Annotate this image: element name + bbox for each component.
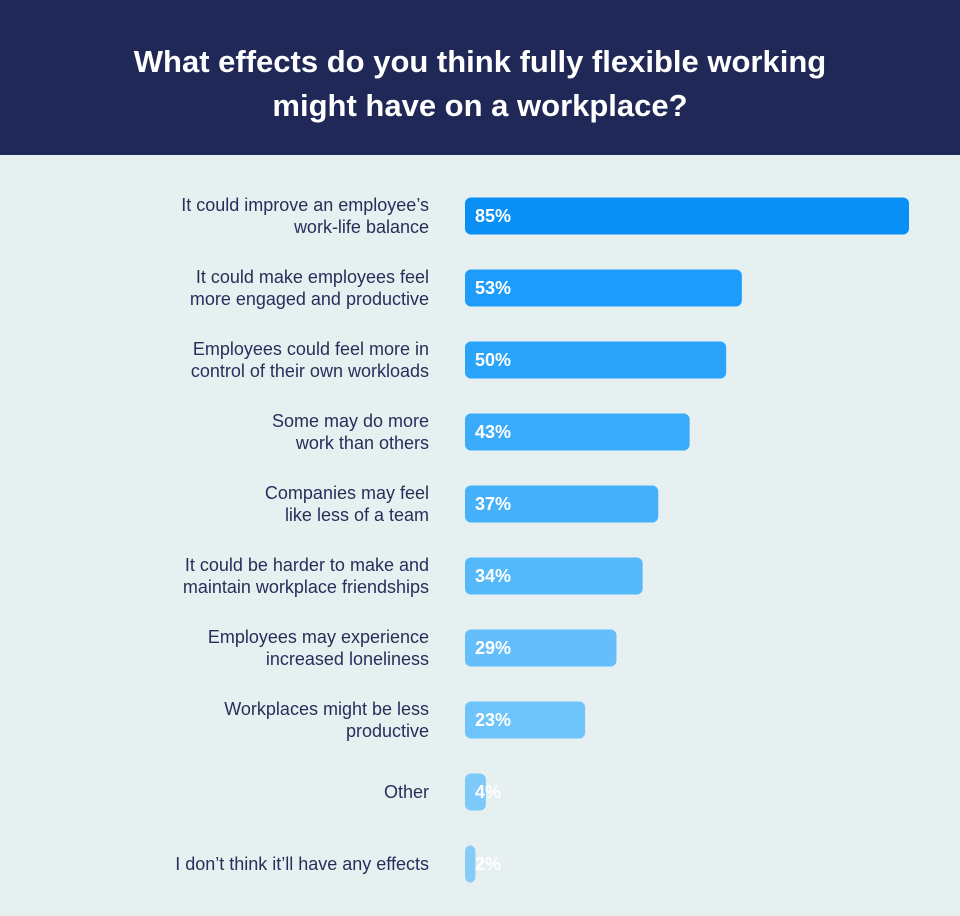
bar-value-label: 29% <box>475 638 511 658</box>
bar-value-label: 23% <box>475 710 511 730</box>
bar-value-label: 2% <box>475 854 501 874</box>
category-label: Workplaces might be less productive <box>224 699 429 741</box>
category-label-line: Some may do more <box>272 411 429 431</box>
bar <box>465 341 727 379</box>
category-label-line: Employees could feel more in <box>193 339 429 359</box>
category-label-line: Companies may feel <box>265 483 429 503</box>
category-label: It could make employees feel more engaged… <box>190 267 429 309</box>
category-label-line: increased loneliness <box>266 649 429 669</box>
category-label: Some may do more work than others <box>272 411 429 453</box>
category-label: Companies may feel like less of a team <box>265 483 429 525</box>
category-label-line: Other <box>384 782 429 802</box>
bar <box>465 773 486 811</box>
bar-value-label: 37% <box>475 494 511 514</box>
bar-value-label: 85% <box>475 206 511 226</box>
chart-header: What effects do you think fully flexible… <box>0 0 960 155</box>
bar-value-label: 43% <box>475 422 511 442</box>
bar <box>465 629 617 667</box>
category-label-line: It could make employees feel <box>196 267 429 287</box>
bar <box>465 557 643 595</box>
category-label-line: It could improve an employee’s <box>181 195 429 215</box>
chart-area: 85% It could improve an employee’s work-li… <box>0 155 960 916</box>
bar-value-label: 34% <box>475 566 511 586</box>
category-label-line: Workplaces might be less <box>224 699 429 719</box>
category-label-line: I don’t think it’ll have any effects <box>175 854 429 874</box>
bar-value-label: 4% <box>475 782 501 802</box>
bar-value-label: 53% <box>475 278 511 298</box>
bar <box>465 197 909 235</box>
category-label-line: maintain workplace friendships <box>183 577 429 597</box>
category-label: It could be harder to make and maintain w… <box>183 555 429 597</box>
bar <box>465 701 586 739</box>
bar <box>465 485 659 523</box>
bar <box>465 413 690 451</box>
category-label: Employees could feel more in control of t… <box>191 339 429 381</box>
category-label-line: work than others <box>295 433 429 453</box>
category-label: It could improve an employee’s work-life … <box>181 195 429 237</box>
category-label-line: like less of a team <box>285 505 429 525</box>
category-label: Employees may experience increased loneli… <box>208 627 429 669</box>
category-label-line: more engaged and productive <box>190 289 429 309</box>
bar-value-label: 50% <box>475 350 511 370</box>
category-label-line: productive <box>346 721 429 741</box>
bar <box>465 845 476 883</box>
category-label-line: It could be harder to make and <box>185 555 429 575</box>
category-label: I don’t think it’ll have any effects <box>175 854 429 874</box>
category-label-line: Employees may experience <box>208 627 429 647</box>
bar-chart: 85% It could improve an employee’s work-li… <box>175 195 909 883</box>
category-label-line: work-life balance <box>293 217 429 237</box>
category-label: Other <box>384 782 429 802</box>
category-label-line: control of their own workloads <box>191 361 429 381</box>
chart-title: What effects do you think fully flexible… <box>133 44 827 123</box>
bar <box>465 269 742 307</box>
